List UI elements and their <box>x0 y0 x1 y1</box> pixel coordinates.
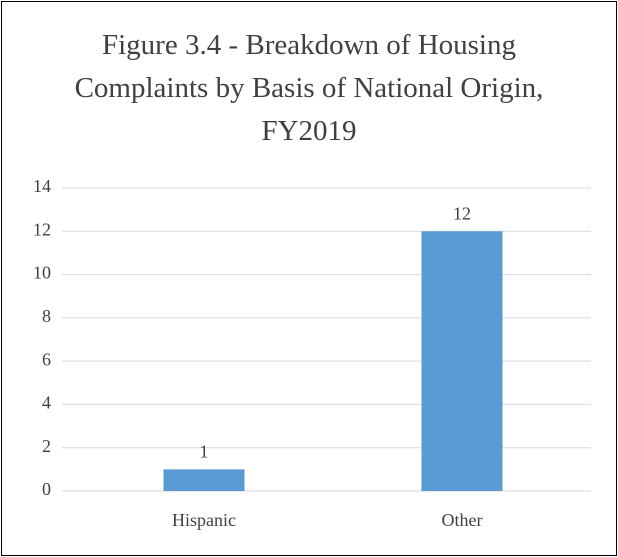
x-tick-label: Hispanic <box>172 510 236 530</box>
y-tick-label: 0 <box>42 479 51 499</box>
y-tick-label: 10 <box>33 263 51 283</box>
y-tick-label: 8 <box>42 306 51 326</box>
bar <box>421 231 503 492</box>
data-label: 12 <box>453 203 471 223</box>
y-tick-label: 12 <box>33 219 51 239</box>
y-tick-label: 2 <box>42 436 51 456</box>
bar <box>163 469 245 491</box>
y-tick-label: 4 <box>42 393 51 413</box>
chart-title: Figure 3.4 - Breakdown of Housing Compla… <box>74 29 544 147</box>
y-tick-label: 6 <box>42 349 51 369</box>
y-tick-label: 14 <box>33 176 51 196</box>
data-label: 1 <box>200 441 209 461</box>
x-tick-label: Other <box>442 510 483 530</box>
